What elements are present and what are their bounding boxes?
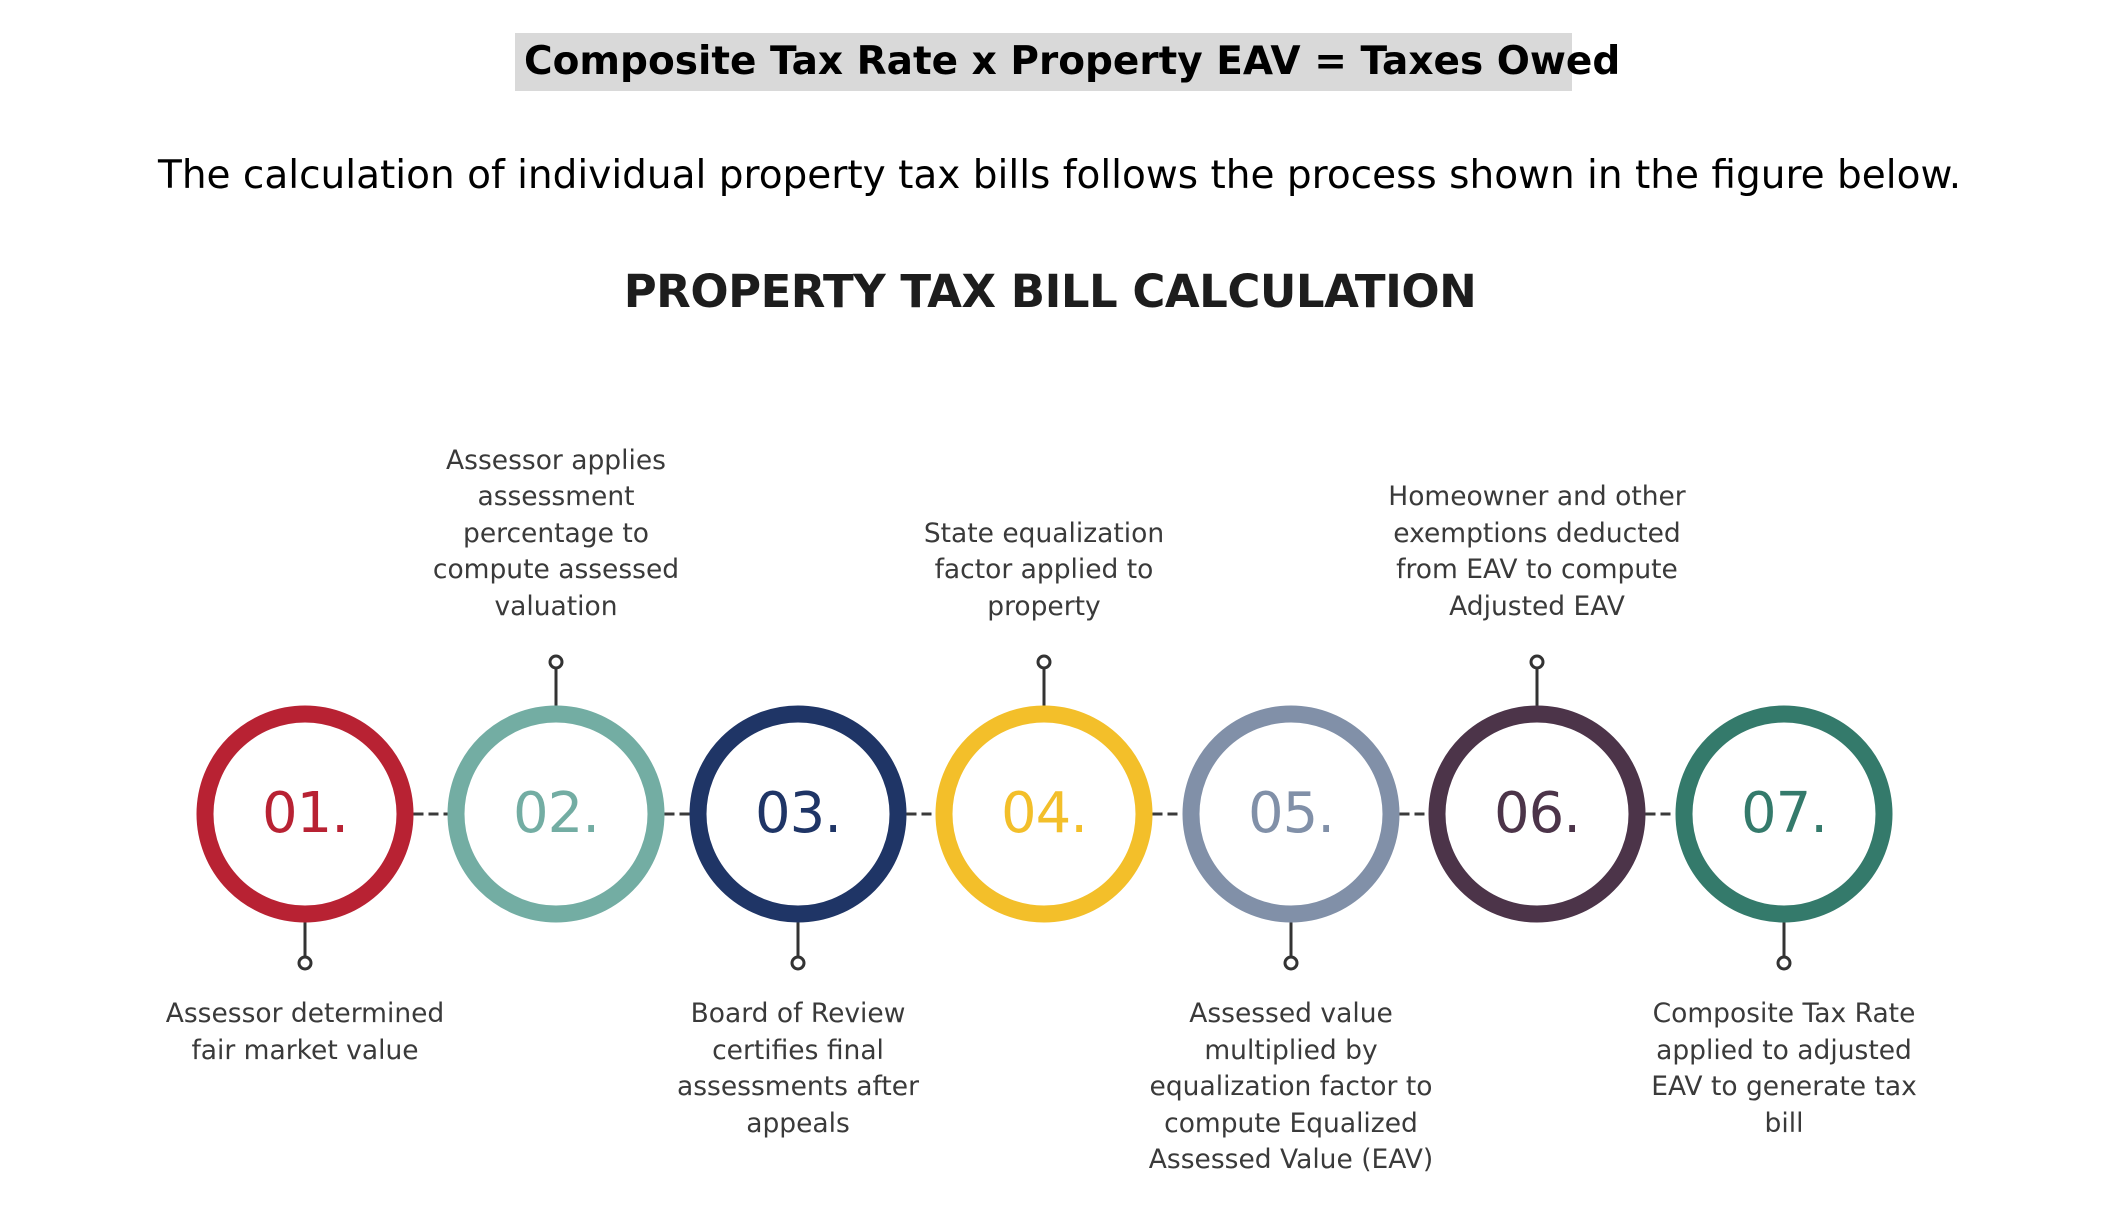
step-ring bbox=[689, 705, 907, 923]
stem-dot bbox=[1036, 654, 1052, 670]
formula-highlight bbox=[515, 33, 1572, 91]
step-number: 02. bbox=[512, 781, 600, 846]
step-ring bbox=[1675, 705, 1893, 923]
stem-dot bbox=[1776, 955, 1792, 971]
stem-dot bbox=[548, 654, 564, 670]
step-ring bbox=[1182, 705, 1400, 923]
stem-dot bbox=[790, 955, 806, 971]
stem-dot bbox=[1529, 654, 1545, 670]
step-ring bbox=[447, 705, 665, 923]
step-number: 05. bbox=[1247, 781, 1335, 846]
step-number: 01. bbox=[261, 781, 349, 846]
formula-heading: Composite Tax Rate x Property EAV = Taxe… bbox=[524, 39, 1621, 84]
step-rings bbox=[196, 705, 1893, 923]
step-ring bbox=[1428, 705, 1646, 923]
step-caption: Assessor applies assessment percentage t… bbox=[432, 444, 680, 622]
step-caption: State equalization factor applied to pro… bbox=[923, 517, 1165, 622]
step-number: 06. bbox=[1493, 781, 1581, 846]
step-caption: Board of Review certifies final assessme… bbox=[677, 998, 919, 1139]
step-caption: Composite Tax Rate applied to adjusted E… bbox=[1651, 998, 1917, 1139]
step-ring bbox=[935, 705, 1153, 923]
step-caption: Homeowner and other exemptions deducted … bbox=[1388, 481, 1686, 622]
step-number: 04. bbox=[1000, 781, 1088, 846]
step-number: 07. bbox=[1740, 781, 1828, 846]
stem-dot bbox=[1283, 955, 1299, 971]
stem-dot bbox=[297, 955, 313, 971]
caption-stems bbox=[297, 654, 1792, 971]
step-number: 03. bbox=[754, 781, 842, 846]
step-caption: Assessed value multiplied by equalizatio… bbox=[1148, 998, 1434, 1175]
diagram-title: PROPERTY TAX BILL CALCULATION bbox=[623, 265, 1477, 318]
intro-paragraph: The calculation of individual property t… bbox=[158, 153, 1962, 198]
step-caption: Assessor determined fair market value bbox=[165, 998, 445, 1066]
step-ring bbox=[196, 705, 414, 923]
